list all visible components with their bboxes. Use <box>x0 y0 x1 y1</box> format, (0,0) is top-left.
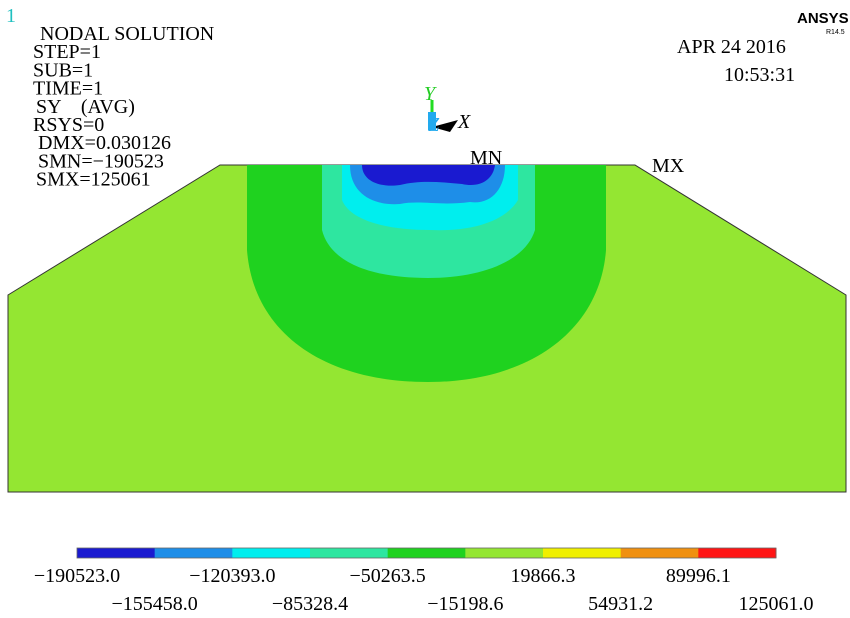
header-line: SMN=−190523 <box>38 150 164 172</box>
legend-band <box>465 548 544 558</box>
header-line: SMX=125061 <box>36 169 151 191</box>
legend-band <box>620 548 699 558</box>
triad-x-label: X <box>457 111 471 133</box>
legend-band <box>77 548 156 558</box>
max-marker: MX <box>652 155 685 177</box>
header-line: STEP=1 <box>33 41 101 63</box>
header-line: SY (AVG) <box>36 96 135 118</box>
min-marker: MN <box>470 147 502 169</box>
legend-band <box>310 548 389 558</box>
version: R14.5 <box>826 29 845 36</box>
legend-band <box>154 548 233 558</box>
legend-band <box>543 548 622 558</box>
legend-label: 54931.2 <box>588 593 653 615</box>
header-line: DMX=0.030126 <box>38 132 171 154</box>
date: APR 24 2016 <box>677 36 786 58</box>
legend-label: 89996.1 <box>666 565 731 587</box>
legend: −190523.0 −120393.0 −50263.5 19866.3 89996.1… <box>34 547 814 615</box>
legend-band <box>232 548 311 558</box>
legend-label: 125061.0 <box>739 593 814 615</box>
legend-label: −190523.0 <box>34 565 120 587</box>
triad-z-marker <box>428 112 436 130</box>
legend-label: −15198.6 <box>427 593 503 615</box>
header-line: TIME=1 <box>33 78 103 100</box>
triad-z-label: Z <box>428 114 440 136</box>
legend-label: −120393.0 <box>189 565 275 587</box>
contour-darkblue <box>362 165 495 186</box>
triad-y-label: Y <box>424 83 437 105</box>
legend-band <box>698 548 777 558</box>
time: 10:53:31 <box>724 64 795 86</box>
model <box>7 164 847 493</box>
legend-label: −155458.0 <box>112 593 198 615</box>
brand: ANSYS <box>797 10 849 27</box>
legend-label: 19866.3 <box>511 565 576 587</box>
window-number: 1 <box>6 5 16 27</box>
legend-label: −85328.4 <box>272 593 348 615</box>
triad: Y Z X <box>424 83 471 136</box>
header-line: RSYS=0 <box>33 114 104 136</box>
legend-label: −50263.5 <box>350 565 426 587</box>
legend-frame <box>76 547 777 559</box>
triad-x-arrow <box>432 120 458 132</box>
legend-band <box>387 548 466 558</box>
header-line: SUB=1 <box>33 59 93 81</box>
header-line: NODAL SOLUTION <box>40 23 214 45</box>
